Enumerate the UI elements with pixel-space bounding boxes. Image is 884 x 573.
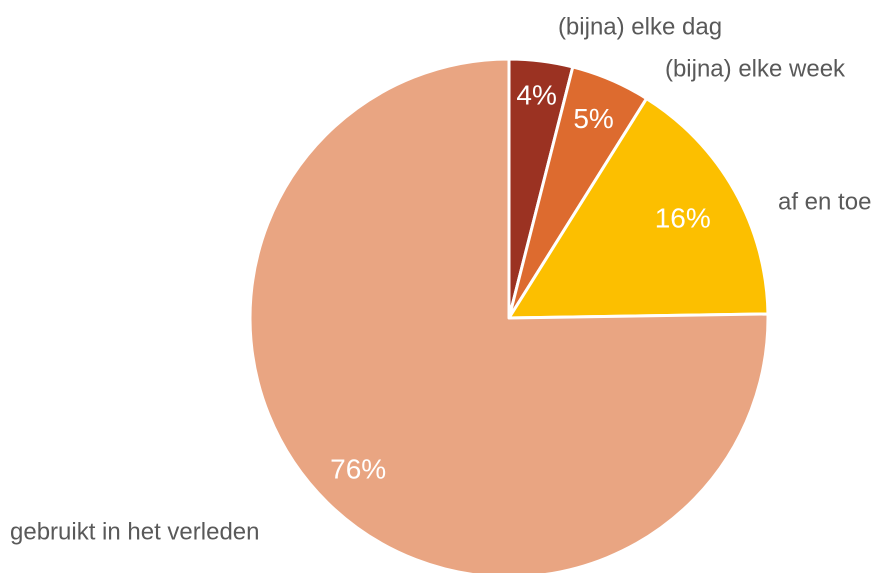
- data-label: 5%: [573, 103, 613, 134]
- category-label: (bijna) elke week: [665, 55, 846, 82]
- category-label: af en toe: [778, 188, 871, 215]
- pie-slice: [507, 97, 770, 320]
- category-label: (bijna) elke dag: [558, 13, 722, 40]
- data-label: 4%: [516, 79, 556, 110]
- category-label: gebruikt in het verleden: [10, 518, 260, 545]
- data-label: 16%: [655, 202, 711, 233]
- pie-slice: [248, 57, 770, 573]
- data-label: 76%: [330, 454, 386, 485]
